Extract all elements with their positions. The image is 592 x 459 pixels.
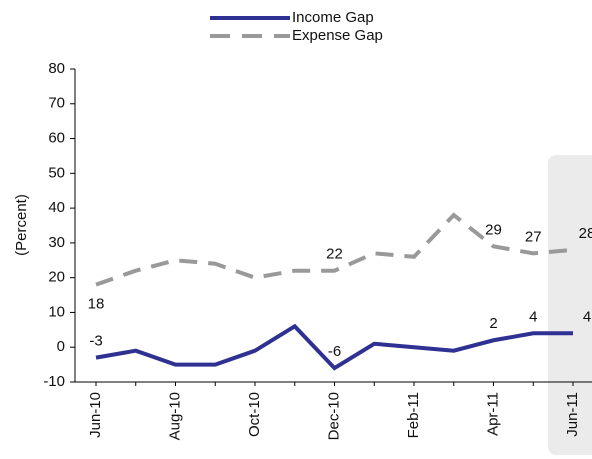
y-tick-label: 50 <box>48 164 65 181</box>
data-label: 18 <box>88 296 105 313</box>
y-tick-label: 0 <box>57 338 65 355</box>
data-label: -3 <box>89 333 102 350</box>
y-tick-label: 20 <box>48 269 65 286</box>
x-tick-label: Dec-10 <box>325 392 342 440</box>
data-label: 2 <box>489 315 497 332</box>
y-tick-label: 70 <box>48 95 65 112</box>
y-tick-label: 80 <box>48 60 65 77</box>
legend-label: Income Gap <box>292 9 374 26</box>
data-label: 4 <box>583 308 591 325</box>
y-tick-label: 10 <box>48 303 65 320</box>
series-line <box>95 212 574 287</box>
y-axis-label: (Percent) <box>13 194 30 256</box>
data-label: 4 <box>529 308 537 325</box>
x-tick-label: Oct-10 <box>246 392 263 437</box>
legend-label: Expense Gap <box>292 27 383 44</box>
y-tick-label: -10 <box>43 373 65 390</box>
data-label: 22 <box>326 246 343 263</box>
y-tick-label: 40 <box>48 199 65 216</box>
data-label: 28 <box>579 225 592 242</box>
forecast-shade <box>548 155 592 455</box>
x-tick-label: Aug-10 <box>166 392 183 440</box>
x-tick-label: Feb-11 <box>405 392 422 438</box>
data-label: 27 <box>525 228 542 245</box>
y-tick-label: 60 <box>48 130 65 147</box>
data-label: 29 <box>485 221 502 238</box>
x-tick-label: Jun-10 <box>87 392 104 438</box>
x-tick-label: Apr-11 <box>484 392 501 436</box>
x-tick-label: Jun-11 <box>564 392 581 437</box>
y-tick-label: 30 <box>48 234 65 251</box>
data-label: -6 <box>328 343 341 360</box>
series-line <box>95 323 573 371</box>
